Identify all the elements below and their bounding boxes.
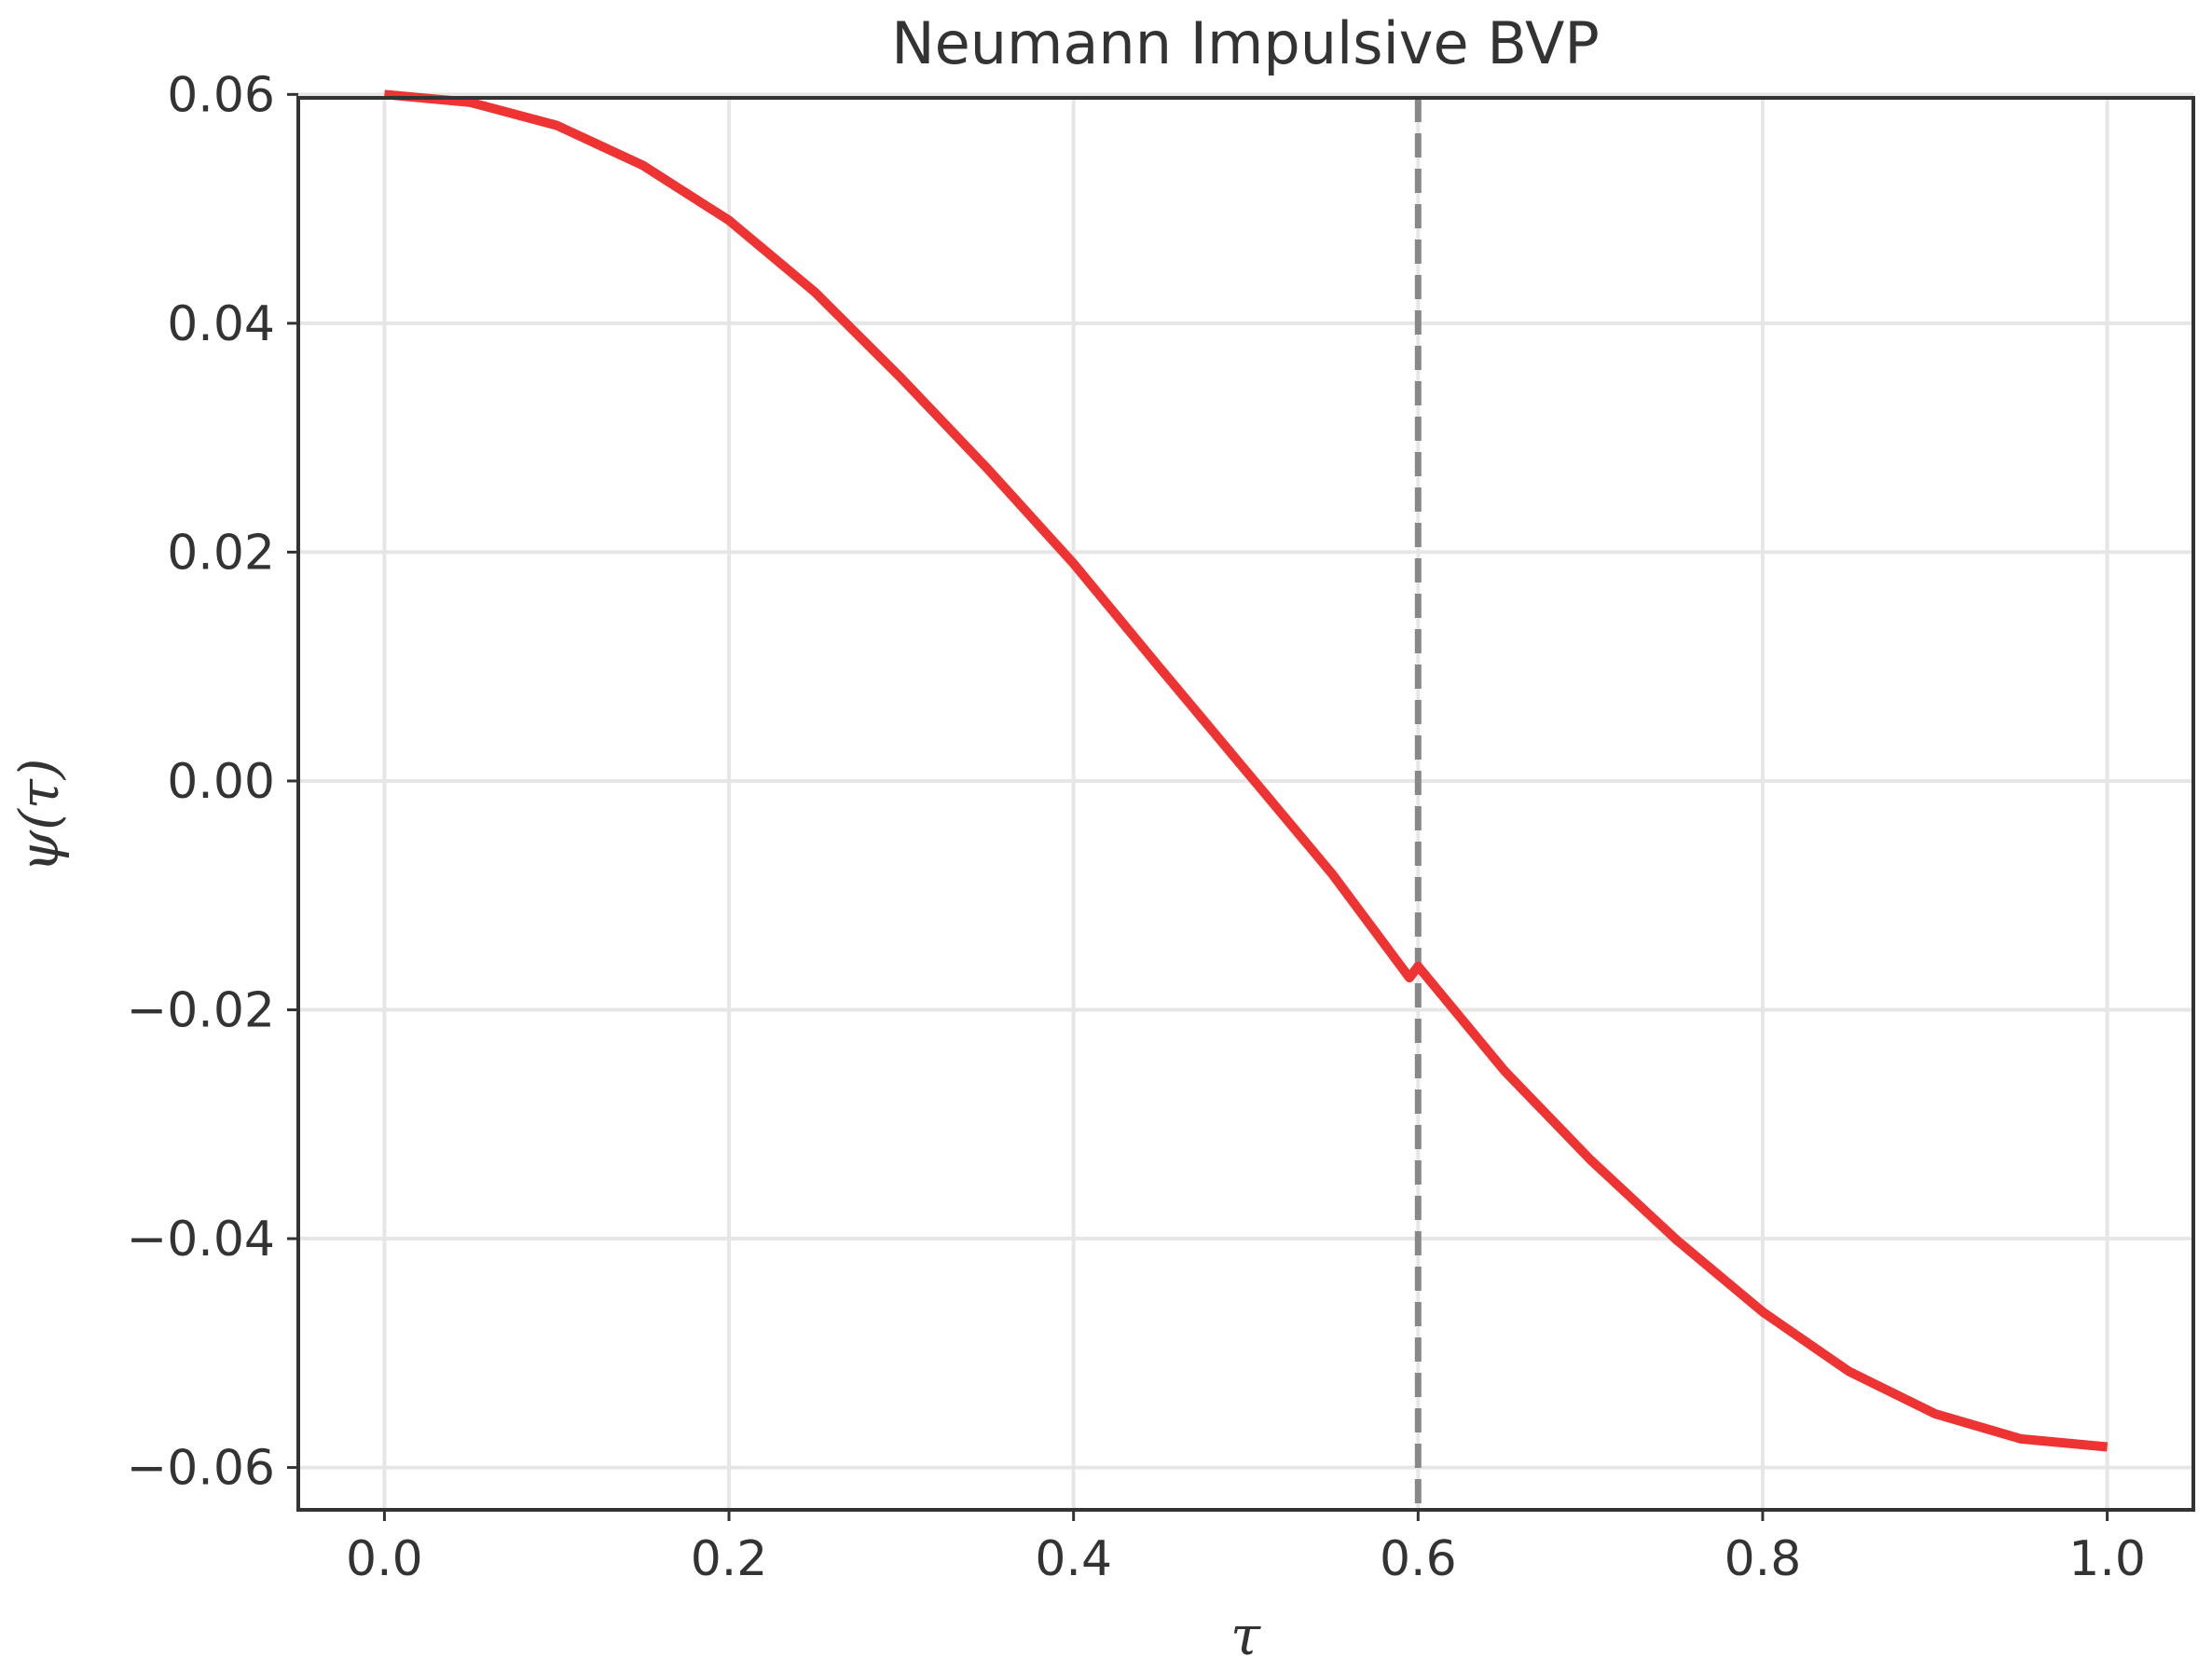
series-line	[383, 89, 2109, 1452]
x-tick-label: 0.6	[1380, 1531, 1457, 1587]
y-tick-label: −0.06	[127, 1441, 275, 1497]
x-tick-label: 0.4	[1035, 1531, 1112, 1587]
y-tick-label: 0.00	[167, 754, 275, 810]
grid-layer	[298, 92, 2193, 1510]
x-tick-label: 0.2	[691, 1531, 768, 1587]
y-tick-label: 0.06	[167, 67, 275, 123]
y-tick-label: 0.04	[167, 296, 275, 352]
y-tick-label: −0.04	[127, 1212, 275, 1268]
chart-title: Neumann Impulsive BVP	[891, 9, 1600, 77]
x-axis-label: τ	[1230, 1604, 1261, 1667]
x-tick-label: 1.0	[2068, 1531, 2146, 1587]
y-tick-label: −0.02	[127, 982, 275, 1038]
plot-frame	[296, 96, 2195, 1512]
tick-layer: 0.0 0.2 0.4 0.6 0.8 1.0 0.06 0.04 0.02 0.00 −0.02 −…	[127, 67, 2146, 1587]
y-tick-label: 0.02	[167, 525, 275, 581]
series-layer	[383, 89, 2109, 1510]
x-tick-label: 0.8	[1724, 1531, 1802, 1587]
y-axis-label: ψ(τ)	[7, 759, 71, 873]
x-tick-label: 0.0	[346, 1531, 423, 1587]
